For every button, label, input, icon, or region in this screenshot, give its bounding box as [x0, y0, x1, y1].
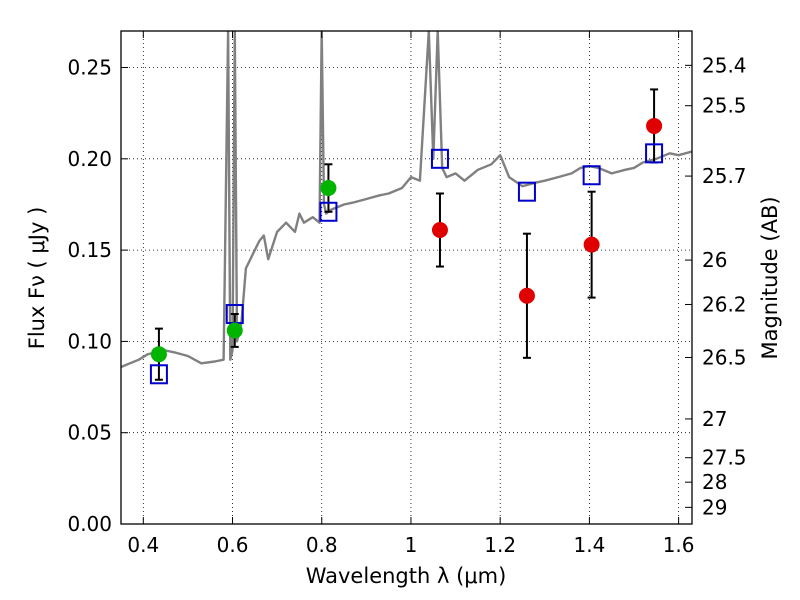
- magnitude-tick-label: 26.2: [702, 292, 747, 316]
- plot-frame: [120, 30, 693, 525]
- x-tick-label: 0.6: [217, 533, 249, 557]
- model-square-point: [149, 364, 168, 385]
- y-tick-label: 0.10: [67, 329, 112, 353]
- marks-layer: [149, 88, 664, 385]
- magnitude-tick-label: 26: [702, 248, 727, 272]
- model-square-point: [430, 148, 449, 169]
- y-tick-label: 0.25: [67, 56, 112, 80]
- x-tick-label: 1: [405, 533, 418, 557]
- grid: [121, 31, 692, 525]
- magnitude-axis-title: Magnitude (AB): [758, 196, 782, 359]
- spectrum-layer: [121, 31, 692, 369]
- flux-point: [226, 322, 243, 339]
- spectrum-line: [121, 31, 692, 369]
- flux-point: [583, 236, 600, 253]
- x-tick-label: 1.6: [663, 533, 695, 557]
- y-axis-ticks: 0.00 0.05 0.10 0.15 0.20 0.25: [67, 56, 128, 536]
- magnitude-tick-label: 25.5: [702, 94, 747, 118]
- x-axis-ticks: 0.4 0.6 0.8 1 1.2 1.4 1.6: [127, 31, 695, 557]
- magnitude-tick-label: 25.4: [702, 53, 747, 77]
- y-axis-title: Flux Fν ( μJy ): [25, 207, 49, 350]
- flux-point: [518, 287, 535, 304]
- magnitude-tick-label: 26.5: [702, 345, 747, 369]
- x-tick-label: 0.8: [306, 533, 338, 557]
- magnitude-tick-label: 27.5: [702, 446, 747, 470]
- x-tick-label: 1.4: [573, 533, 605, 557]
- y-tick-label: 0.00: [67, 512, 112, 536]
- model-square-point: [645, 143, 664, 164]
- x-tick-label: 1.2: [484, 533, 516, 557]
- magnitude-tick-label: 27: [702, 407, 727, 431]
- magnitude-tick-label: 29: [702, 495, 727, 519]
- model-square-point: [517, 181, 536, 202]
- x-tick-label: 0.4: [127, 533, 159, 557]
- x-axis-title: Wavelength λ (μm): [306, 564, 507, 588]
- model-square-point: [582, 165, 601, 186]
- model-square-point: [319, 201, 338, 222]
- y-tick-label: 0.05: [67, 421, 112, 445]
- flux-point: [431, 222, 448, 239]
- magnitude-tick-label: 25.7: [702, 164, 747, 188]
- flux-point: [320, 180, 337, 197]
- y-tick-label: 0.20: [67, 147, 112, 171]
- flux-point: [150, 346, 167, 363]
- magnitude-tick-label: 28: [702, 470, 727, 494]
- flux-point: [646, 117, 663, 134]
- y-tick-label: 0.15: [67, 238, 112, 262]
